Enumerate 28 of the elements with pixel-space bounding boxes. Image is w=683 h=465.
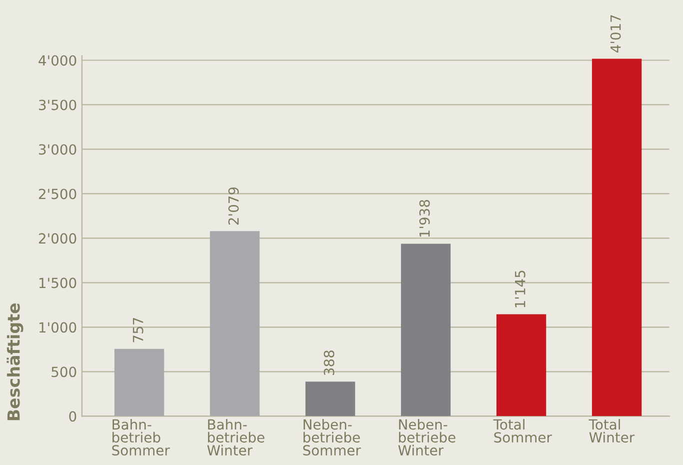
data-label: 1'145: [515, 270, 526, 308]
x-tick-label: Bahn- betrieb Sommer: [112, 418, 170, 456]
y-tick-label: 1'500: [39, 278, 76, 288]
bar: [305, 382, 356, 416]
x-tick-label: Total Winter: [588, 418, 635, 443]
bar: [592, 58, 642, 416]
y-tick-label: 3'000: [38, 144, 76, 155]
data-label: 757: [132, 318, 144, 342]
y-tick-label: 2'500: [38, 188, 76, 200]
y-tick-label: 2'000: [38, 233, 76, 244]
data-label: 388: [324, 350, 334, 376]
y-axis-title: Beschäftigte: [6, 303, 24, 420]
x-tick-label: Neben- betriebe Sommer: [303, 418, 361, 456]
y-tick-label: 4'000: [38, 55, 76, 66]
bar: [400, 244, 451, 416]
data-label: 2'079: [228, 187, 239, 225]
data-label: 1'938: [419, 200, 430, 237]
x-tick-label: Bahn- betriebe Winter: [207, 418, 264, 456]
y-tick-label: 1'000: [39, 322, 76, 333]
bar: [114, 348, 164, 416]
y-tick-label: 3'500: [38, 100, 76, 110]
bar: [496, 314, 546, 416]
y-tick-label: 0: [69, 411, 76, 422]
bar: [210, 231, 260, 416]
x-tick-label: Total Sommer: [493, 418, 552, 443]
data-label: 4'017: [610, 15, 621, 52]
y-tick-label: 500: [52, 366, 76, 378]
x-tick-label: Neben- betriebe Winter: [398, 418, 456, 456]
